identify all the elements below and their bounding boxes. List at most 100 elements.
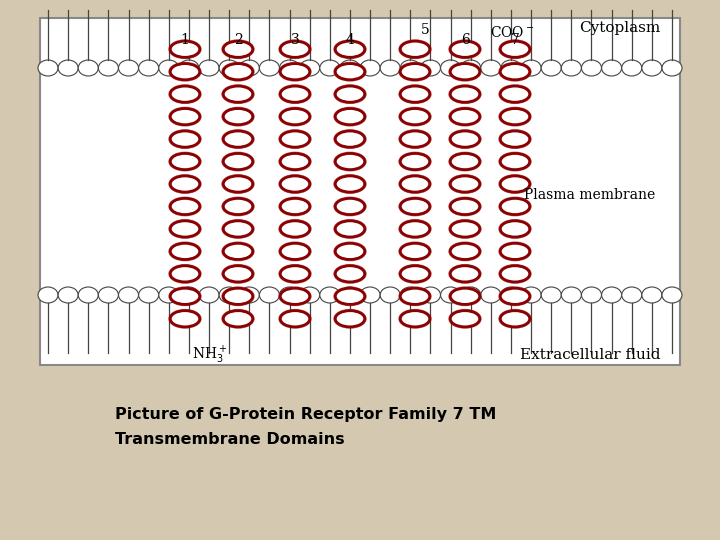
Ellipse shape [500, 109, 530, 125]
Ellipse shape [279, 152, 311, 171]
Ellipse shape [400, 131, 430, 147]
Ellipse shape [449, 130, 481, 148]
Ellipse shape [449, 287, 481, 306]
Ellipse shape [223, 131, 253, 147]
Text: 5: 5 [420, 23, 429, 37]
Ellipse shape [279, 197, 311, 215]
Ellipse shape [399, 152, 431, 171]
Ellipse shape [500, 288, 530, 305]
Ellipse shape [280, 176, 310, 192]
Ellipse shape [400, 64, 430, 80]
Ellipse shape [336, 64, 365, 80]
Ellipse shape [399, 85, 431, 103]
Ellipse shape [280, 64, 310, 80]
Ellipse shape [450, 310, 480, 327]
Ellipse shape [279, 107, 311, 126]
Ellipse shape [259, 60, 279, 76]
Ellipse shape [399, 197, 431, 215]
Ellipse shape [334, 107, 366, 126]
Ellipse shape [336, 221, 365, 237]
Ellipse shape [562, 287, 581, 303]
Ellipse shape [336, 266, 365, 282]
Ellipse shape [139, 287, 158, 303]
Ellipse shape [582, 287, 601, 303]
Ellipse shape [380, 287, 400, 303]
Ellipse shape [499, 107, 531, 126]
Ellipse shape [279, 85, 311, 103]
Ellipse shape [170, 244, 199, 260]
Ellipse shape [336, 198, 365, 214]
Ellipse shape [521, 60, 541, 76]
Ellipse shape [279, 40, 311, 58]
Ellipse shape [501, 60, 521, 76]
Ellipse shape [449, 197, 481, 215]
Ellipse shape [450, 244, 480, 260]
Ellipse shape [399, 242, 431, 261]
Ellipse shape [399, 175, 431, 193]
Ellipse shape [170, 198, 199, 214]
Ellipse shape [222, 85, 254, 103]
Ellipse shape [280, 310, 310, 327]
Ellipse shape [169, 85, 201, 103]
Text: 2: 2 [233, 33, 243, 47]
Ellipse shape [500, 153, 530, 170]
Ellipse shape [280, 266, 310, 282]
Ellipse shape [279, 60, 300, 76]
Ellipse shape [239, 287, 259, 303]
Ellipse shape [279, 287, 311, 306]
Ellipse shape [642, 287, 662, 303]
Ellipse shape [170, 109, 199, 125]
Ellipse shape [400, 109, 430, 125]
Ellipse shape [400, 244, 430, 260]
Ellipse shape [499, 40, 531, 58]
Ellipse shape [169, 107, 201, 126]
Ellipse shape [223, 310, 253, 327]
Ellipse shape [222, 40, 254, 58]
Ellipse shape [662, 60, 682, 76]
Ellipse shape [501, 287, 521, 303]
Ellipse shape [399, 309, 431, 328]
Ellipse shape [399, 107, 431, 126]
Ellipse shape [334, 40, 366, 58]
Ellipse shape [499, 85, 531, 103]
Ellipse shape [449, 107, 481, 126]
Ellipse shape [280, 109, 310, 125]
Ellipse shape [340, 287, 360, 303]
Ellipse shape [400, 198, 430, 214]
Ellipse shape [222, 309, 254, 328]
Text: Cytoplasm: Cytoplasm [579, 21, 660, 35]
Ellipse shape [169, 287, 201, 306]
Ellipse shape [170, 310, 199, 327]
Ellipse shape [279, 242, 311, 261]
Ellipse shape [170, 131, 199, 147]
Ellipse shape [336, 109, 365, 125]
Ellipse shape [279, 220, 311, 238]
Ellipse shape [170, 64, 199, 80]
Ellipse shape [400, 310, 430, 327]
Ellipse shape [222, 265, 254, 283]
Text: NH$_3^+$: NH$_3^+$ [192, 345, 228, 366]
Ellipse shape [499, 130, 531, 148]
Ellipse shape [259, 287, 279, 303]
Ellipse shape [58, 60, 78, 76]
Ellipse shape [219, 60, 239, 76]
Ellipse shape [223, 41, 253, 57]
Ellipse shape [500, 86, 530, 102]
Ellipse shape [336, 310, 365, 327]
Ellipse shape [222, 107, 254, 126]
Ellipse shape [450, 176, 480, 192]
Ellipse shape [78, 287, 98, 303]
Ellipse shape [334, 130, 366, 148]
Ellipse shape [400, 266, 430, 282]
Ellipse shape [223, 266, 253, 282]
Ellipse shape [450, 109, 480, 125]
Ellipse shape [582, 60, 601, 76]
Ellipse shape [169, 130, 201, 148]
Ellipse shape [602, 60, 621, 76]
Text: 3: 3 [291, 33, 300, 47]
Text: 1: 1 [181, 33, 189, 47]
Ellipse shape [450, 153, 480, 170]
Ellipse shape [170, 153, 199, 170]
Ellipse shape [500, 198, 530, 214]
Ellipse shape [320, 60, 340, 76]
